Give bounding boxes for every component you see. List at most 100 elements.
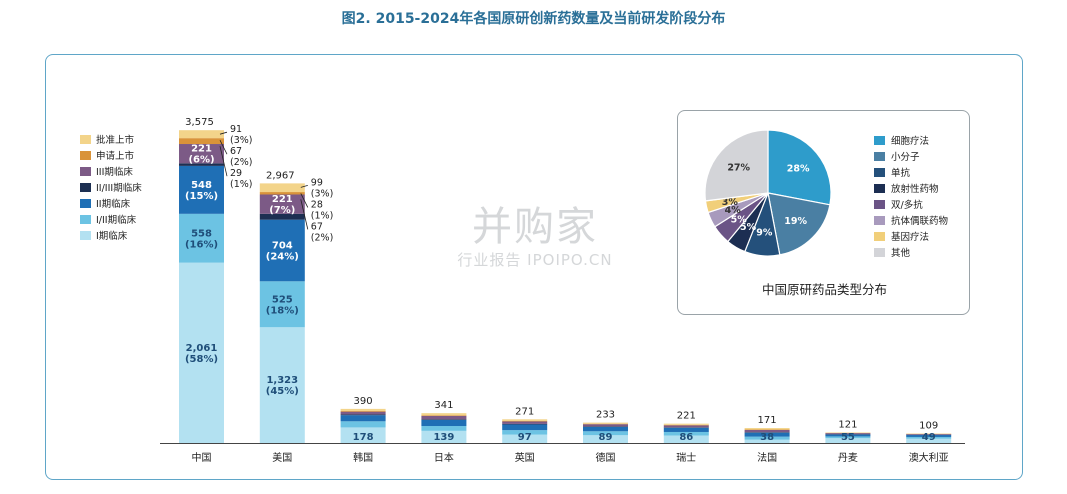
bar-total-label: 2,967 [266, 170, 295, 181]
bar-segment [259, 192, 305, 195]
segment-label: 558 (16%) [185, 228, 218, 250]
category-label: 法国 [757, 451, 777, 464]
category-label: 德国 [596, 451, 616, 464]
pie-legend-swatch [874, 183, 885, 193]
pie-legend-label: 抗体偶联药物 [891, 216, 949, 227]
bar-segment [340, 410, 386, 412]
segment-label: 89 [599, 432, 613, 443]
bar-segment [502, 434, 548, 443]
bar-segment [340, 427, 386, 443]
segment-label: 1,323 (45%) [266, 375, 299, 397]
bar-segment [421, 426, 467, 431]
pie-slice-label: 4% [725, 205, 742, 216]
legend-label: III期临床 [96, 167, 133, 178]
bar-segment [421, 413, 467, 416]
bar-segment [259, 183, 305, 193]
legend-swatch [80, 150, 91, 160]
bar-segment [421, 419, 467, 420]
bar-segment [744, 429, 790, 433]
callout-label: 99 (3%) [311, 177, 333, 199]
segment-label: 221 (6%) [188, 144, 214, 166]
bar-segment [340, 415, 386, 422]
bar-total-label: 390 [354, 396, 373, 407]
legend-label: I期临床 [96, 231, 128, 242]
segment-label: 139 [433, 432, 454, 443]
bar-segment [906, 436, 952, 439]
callout-label: 67 (2%) [230, 146, 252, 168]
bar-segment [179, 144, 224, 164]
pie-panel: 28% 19% 9% 5% 5% 4% 3% 27% 细胞疗法 小分子 单抗 放射性药物 双/多抗 抗体… [677, 110, 970, 315]
segment-label: 49 [922, 432, 936, 443]
pie-slice-label: 19% [784, 216, 807, 227]
bar-segment [663, 431, 709, 436]
legend-swatch [80, 230, 91, 240]
bar-segment [259, 213, 305, 220]
chart-frame [45, 54, 1023, 480]
category-label: 美国 [272, 451, 292, 464]
bar-segment [583, 431, 628, 436]
pie-slice-label: 5% [740, 222, 757, 233]
bar-segment [179, 165, 224, 214]
segment-label: 38 [760, 432, 774, 443]
chart-title: 图2. 2015-2024年各国原研创新药数量及当前研发阶段分布 [341, 11, 726, 27]
legend-swatch [80, 198, 91, 208]
bar-segment [179, 163, 224, 166]
callout-label: 67 (2%) [311, 221, 333, 243]
bar-total-label: 341 [434, 400, 453, 411]
segment-label: 548 (15%) [185, 180, 218, 202]
bar-segment [663, 425, 709, 428]
stack-legend: 批准上市 申请上市 III期临床 II/III期临床 II期临床 I/II期临床 I期临床 [80, 131, 142, 243]
pie-legend-item: 抗体偶联药物 [874, 212, 948, 228]
bar-segment [340, 411, 386, 415]
category-label: 韩国 [353, 451, 373, 464]
bar-total-label: 3,575 [185, 117, 214, 128]
callout-leader [300, 193, 309, 208]
pie-legend-item: 细胞疗法 [874, 132, 948, 148]
callout-leader [219, 140, 228, 155]
legend-swatch [80, 134, 91, 144]
bar-segment [583, 435, 628, 443]
legend-swatch [80, 182, 91, 192]
pie-legend-item: 其他 [874, 244, 948, 260]
bar-segment [421, 419, 467, 427]
segment-label: 55 [841, 432, 855, 443]
pie-slice-label: 5% [731, 214, 748, 225]
bar-segment [663, 435, 709, 443]
category-label: 日本 [434, 451, 454, 464]
segment-label: 178 [353, 432, 374, 443]
bar-segment [259, 281, 305, 328]
legend-label: 申请上市 [96, 151, 135, 162]
bar-segment [825, 438, 871, 443]
bar-segment [179, 130, 224, 139]
callout-label: 29 (1%) [230, 168, 252, 190]
pie-chart: 28%19%9%5%5%4%3%27% [704, 129, 832, 257]
bar-segment [179, 213, 224, 263]
bar-total-label: 171 [758, 415, 777, 426]
pie-legend-label: 小分子 [891, 152, 920, 163]
bar-segment [421, 415, 467, 420]
pie-title: 中国原研药品类型分布 [761, 282, 887, 297]
pie-legend-label: 细胞疗法 [891, 136, 930, 147]
bar-segment [744, 432, 790, 437]
pie-slice [767, 129, 832, 206]
pie-legend-swatch [874, 167, 885, 177]
callout-leader [219, 146, 228, 177]
bar-segment [906, 438, 952, 443]
pie-slice-label: 9% [756, 227, 773, 238]
bar-segment [744, 428, 790, 430]
callout-label: 28 (1%) [311, 199, 333, 221]
pie-legend-item: 双/多抗 [874, 196, 948, 212]
segment-label: 525 (18%) [266, 294, 299, 316]
bar-segment [663, 423, 709, 425]
bar-segment [825, 436, 871, 439]
bar-segment [744, 436, 790, 440]
bar-segment [502, 423, 548, 425]
pie-legend-label: 单抗 [891, 168, 911, 179]
pie-slice-label: 3% [722, 197, 739, 208]
legend-swatch [80, 214, 91, 224]
bar-segment [340, 421, 386, 428]
bar-segment [259, 219, 305, 282]
pie-legend-label: 基因疗法 [891, 232, 930, 243]
bar-segment [179, 262, 224, 443]
pie-legend-swatch [874, 199, 885, 209]
